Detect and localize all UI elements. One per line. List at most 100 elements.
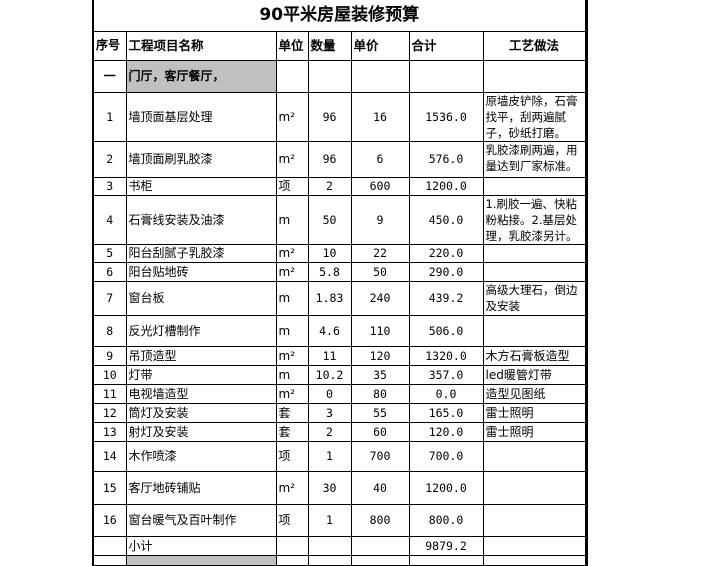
cell[interactable] xyxy=(350,554,410,566)
cell-qty[interactable]: 11 xyxy=(307,345,352,366)
cell-craft[interactable]: 乳胶漆刷两遍，用量达到厂家标准。 xyxy=(482,140,588,178)
cell-unit[interactable]: m² xyxy=(275,345,309,366)
cell[interactable] xyxy=(92,554,127,566)
cell[interactable] xyxy=(275,59,309,93)
cell-qty[interactable]: 3 xyxy=(307,402,352,423)
cell-no[interactable]: 6 xyxy=(92,261,127,282)
cell-price[interactable]: 80 xyxy=(350,383,410,404)
cell-no[interactable]: 2 xyxy=(92,140,127,178)
cell-no[interactable]: 12 xyxy=(92,402,127,423)
cell-name[interactable]: 客厅地砖铺贴 xyxy=(125,470,277,505)
cell-craft[interactable] xyxy=(482,440,588,472)
cell-total[interactable]: 439.2 xyxy=(408,280,484,316)
cell-no[interactable]: 16 xyxy=(92,503,127,537)
cell-qty[interactable]: 1.83 xyxy=(307,280,352,316)
cell-qty[interactable]: 10.2 xyxy=(307,364,352,385)
cell-no[interactable]: 1 xyxy=(92,91,127,142)
cell-no[interactable]: 13 xyxy=(92,421,127,442)
cell-unit[interactable]: m² xyxy=(275,261,309,282)
cell-craft[interactable] xyxy=(482,503,588,537)
cell-unit[interactable]: 套 xyxy=(275,421,309,442)
header-total[interactable]: 合计 xyxy=(408,30,484,61)
subtotal-label[interactable]: 小计 xyxy=(125,535,277,556)
cell-total[interactable]: 220.0 xyxy=(408,243,484,263)
cell-craft[interactable]: 高级大理石，倒边及安装 xyxy=(482,280,588,316)
cell-no[interactable]: 14 xyxy=(92,440,127,472)
cell[interactable] xyxy=(275,535,309,556)
cell-unit[interactable]: m xyxy=(275,194,309,245)
cell-craft[interactable] xyxy=(482,243,588,263)
cell-craft[interactable] xyxy=(482,261,588,282)
cell-craft[interactable] xyxy=(482,314,588,347)
cell-price[interactable]: 55 xyxy=(350,402,410,423)
cell[interactable] xyxy=(350,59,410,93)
cell[interactable] xyxy=(307,535,352,556)
header-qty[interactable]: 数量 xyxy=(307,30,352,61)
cell[interactable] xyxy=(408,59,484,93)
cell-name[interactable]: 墙顶面刷乳胶漆 xyxy=(125,140,277,178)
cell-total[interactable]: 506.0 xyxy=(408,314,484,347)
cell-name[interactable]: 窗台暖气及百叶制作 xyxy=(125,503,277,537)
cell-name[interactable]: 石膏线安装及油漆 xyxy=(125,194,277,245)
section-no[interactable]: 一 xyxy=(92,59,127,93)
cell-craft[interactable]: 雷士照明 xyxy=(482,402,588,423)
header-unit[interactable]: 单位 xyxy=(275,30,309,61)
cell-unit[interactable]: m² xyxy=(275,470,309,505)
cell-craft[interactable] xyxy=(482,176,588,196)
cell[interactable] xyxy=(92,535,127,556)
cell-craft[interactable] xyxy=(482,470,588,505)
cell-total[interactable]: 700.0 xyxy=(408,440,484,472)
cell[interactable] xyxy=(482,554,588,566)
cell-no[interactable]: 8 xyxy=(92,314,127,347)
cell-price[interactable]: 60 xyxy=(350,421,410,442)
cell-price[interactable]: 120 xyxy=(350,345,410,366)
cell-price[interactable]: 50 xyxy=(350,261,410,282)
cell[interactable] xyxy=(408,554,484,566)
cell-no[interactable]: 7 xyxy=(92,280,127,316)
cell-qty[interactable]: 30 xyxy=(307,470,352,505)
cell-no[interactable]: 15 xyxy=(92,470,127,505)
cell-unit[interactable]: m² xyxy=(275,243,309,263)
cell-total[interactable]: 576.0 xyxy=(408,140,484,178)
cell-price[interactable]: 110 xyxy=(350,314,410,347)
cell-name[interactable]: 电视墙造型 xyxy=(125,383,277,404)
cell-total[interactable]: 165.0 xyxy=(408,402,484,423)
cell-name[interactable]: 木作喷漆 xyxy=(125,440,277,472)
cell-qty[interactable]: 1 xyxy=(307,440,352,472)
sheet-title[interactable]: 90平米房屋装修预算 xyxy=(92,0,588,32)
cell-unit[interactable]: m² xyxy=(275,91,309,142)
subtotal-total[interactable]: 9879.2 xyxy=(408,535,484,556)
cell-total[interactable]: 0.0 xyxy=(408,383,484,404)
cell-no[interactable]: 3 xyxy=(92,176,127,196)
cell[interactable] xyxy=(350,535,410,556)
cell-name[interactable]: 灯带 xyxy=(125,364,277,385)
cell-name[interactable]: 反光灯槽制作 xyxy=(125,314,277,347)
cell-qty[interactable]: 4.6 xyxy=(307,314,352,347)
cell-qty[interactable]: 10 xyxy=(307,243,352,263)
cell-price[interactable]: 800 xyxy=(350,503,410,537)
cell-total[interactable]: 120.0 xyxy=(408,421,484,442)
header-name[interactable]: 工程项目名称 xyxy=(125,30,277,61)
cell-name[interactable]: 射灯及安装 xyxy=(125,421,277,442)
cell-price[interactable]: 240 xyxy=(350,280,410,316)
section-name[interactable]: 门厅，客厅餐厅， xyxy=(125,59,277,93)
cell-unit[interactable]: m² xyxy=(275,140,309,178)
cell-craft[interactable]: led暖管灯带 xyxy=(482,364,588,385)
cell-price[interactable]: 16 xyxy=(350,91,410,142)
cell-no[interactable]: 5 xyxy=(92,243,127,263)
cell[interactable] xyxy=(125,554,277,566)
cell-name[interactable]: 筒灯及安装 xyxy=(125,402,277,423)
cell-qty[interactable]: 1 xyxy=(307,503,352,537)
cell-total[interactable]: 290.0 xyxy=(408,261,484,282)
cell-total[interactable]: 1200.0 xyxy=(408,470,484,505)
cell-name[interactable]: 吊顶造型 xyxy=(125,345,277,366)
cell-price[interactable]: 35 xyxy=(350,364,410,385)
cell-qty[interactable]: 96 xyxy=(307,140,352,178)
cell-qty[interactable]: 5.8 xyxy=(307,261,352,282)
cell-total[interactable]: 1320.0 xyxy=(408,345,484,366)
cell-unit[interactable]: m xyxy=(275,314,309,347)
cell-craft[interactable]: 木方石膏板造型 xyxy=(482,345,588,366)
cell-unit[interactable]: 项 xyxy=(275,503,309,537)
cell-name[interactable]: 窗台板 xyxy=(125,280,277,316)
cell-no[interactable]: 4 xyxy=(92,194,127,245)
